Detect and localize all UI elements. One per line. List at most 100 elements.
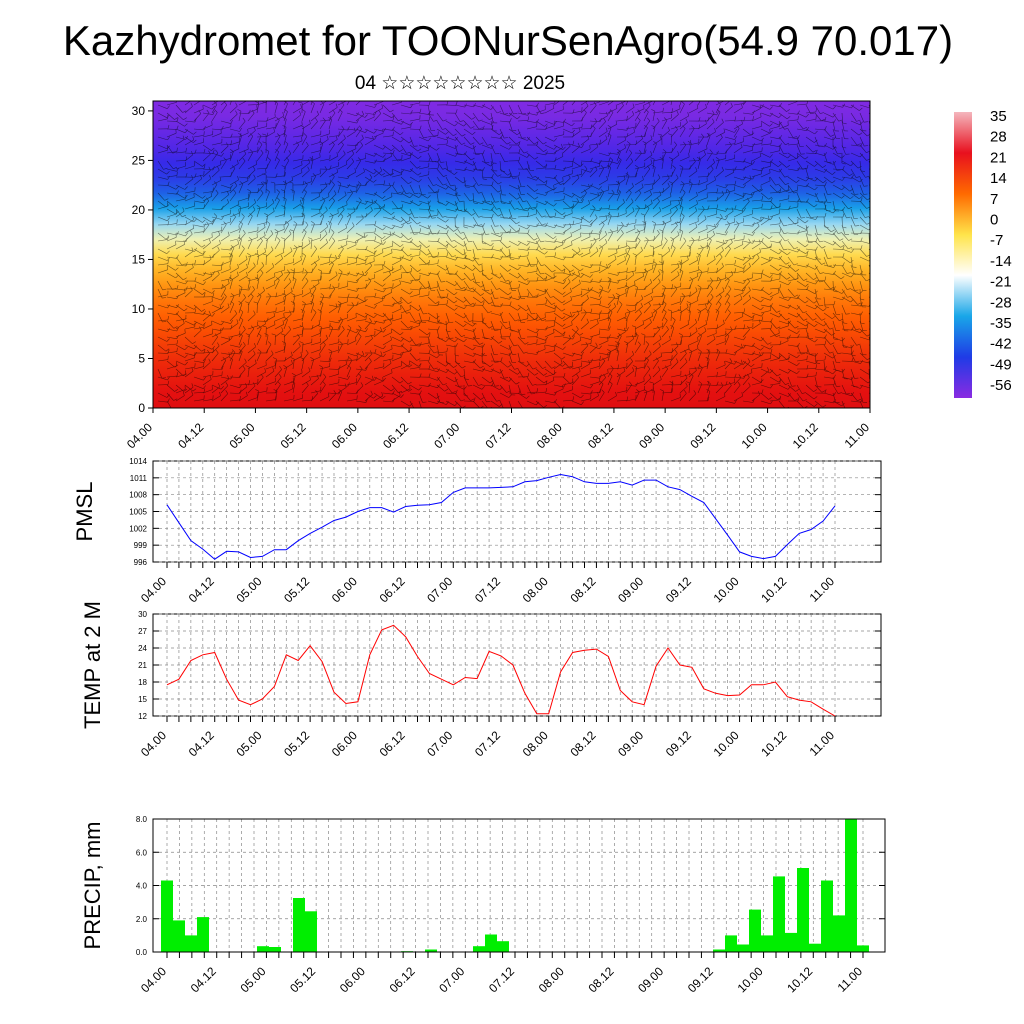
wind-barb xyxy=(643,353,652,362)
wind-barb-flag xyxy=(578,367,581,372)
wind-barb xyxy=(463,152,472,161)
wind-barb-flag xyxy=(478,224,483,226)
wind-barb xyxy=(436,200,447,206)
wind-barb-flag xyxy=(358,197,362,201)
wind-barb xyxy=(409,336,417,346)
wind-barb-flag xyxy=(166,338,170,342)
wind-barb xyxy=(697,330,707,338)
wind-barb-flag xyxy=(518,227,520,232)
wind-barb xyxy=(499,224,507,233)
wind-barb-flag xyxy=(644,204,647,209)
wind-barb xyxy=(211,328,222,332)
wind-barb-flag xyxy=(226,198,230,203)
wind-barb xyxy=(292,135,303,138)
wind-barb-flag xyxy=(470,398,475,401)
wind-barb xyxy=(544,208,551,218)
wind-barb xyxy=(175,198,186,202)
wind-barb xyxy=(643,162,653,170)
wind-barb-flag xyxy=(203,385,206,389)
wind-barb-flag xyxy=(670,93,674,95)
wind-barb xyxy=(652,360,659,370)
wind-barb-flag xyxy=(686,309,691,312)
wind-barb xyxy=(391,184,398,194)
wind-barb xyxy=(625,210,635,218)
wind-barb xyxy=(391,224,402,229)
wind-barb-flag xyxy=(636,205,640,209)
wind-barb xyxy=(301,327,304,338)
wind-barb xyxy=(184,216,194,223)
wind-barb xyxy=(598,280,610,283)
wind-barb-flag xyxy=(184,186,188,190)
wind-barb-flag xyxy=(374,152,377,157)
wind-barb-flag xyxy=(365,272,368,276)
wind-barb xyxy=(652,306,661,314)
wind-barb xyxy=(688,183,693,194)
wind-barb-flag xyxy=(593,101,597,106)
wind-barb-flag xyxy=(590,339,592,344)
wind-barb-flag xyxy=(455,270,458,275)
wind-barb xyxy=(499,184,503,195)
wind-barb-flag xyxy=(440,297,445,299)
wind-barb xyxy=(706,296,714,306)
wind-barb xyxy=(427,224,433,235)
wind-barb xyxy=(184,190,195,194)
wind-barb-flag xyxy=(551,366,556,369)
wind-barb-flag xyxy=(320,275,322,280)
wind-barb-flag xyxy=(608,204,611,209)
wind-barb xyxy=(688,108,699,114)
wind-barb xyxy=(319,215,325,226)
wind-barb xyxy=(616,271,627,274)
wind-barb xyxy=(652,121,660,130)
wind-barb xyxy=(400,350,411,354)
wind-barb xyxy=(229,151,234,162)
wind-barb xyxy=(598,377,606,386)
wind-barb xyxy=(670,125,681,130)
wind-barb xyxy=(238,197,249,202)
wind-barb xyxy=(229,192,237,202)
wind-barb xyxy=(220,269,231,274)
wind-barb xyxy=(724,376,736,378)
wind-barb xyxy=(589,296,600,301)
wind-barb-flag xyxy=(284,101,288,104)
wind-barb-flag xyxy=(572,335,575,340)
wind-barb-flag xyxy=(391,344,393,350)
wind-barb-flag xyxy=(247,128,249,134)
wind-barb xyxy=(706,271,717,274)
wind-barb-flag xyxy=(225,382,229,386)
wind-barb xyxy=(652,233,660,242)
wind-barb-flag xyxy=(266,189,270,192)
wind-barb-flag xyxy=(473,302,476,307)
wind-barb-flag xyxy=(752,115,754,121)
wind-barb-flag xyxy=(309,157,314,160)
wind-barb-flag xyxy=(221,215,224,220)
wind-barb xyxy=(175,288,186,291)
wind-barb-flag xyxy=(419,228,421,233)
wind-barb xyxy=(706,328,718,330)
wind-barb xyxy=(319,376,327,386)
wind-barb xyxy=(184,357,195,362)
wind-barb-flag xyxy=(714,176,716,181)
wind-barb xyxy=(517,280,528,285)
wind-barb-flag xyxy=(374,220,377,225)
wind-barb xyxy=(679,296,686,306)
wind-barb xyxy=(202,124,213,130)
wind-barb xyxy=(454,160,465,164)
wind-barb xyxy=(625,384,632,394)
wind-barb xyxy=(391,208,403,210)
wind-barb-flag xyxy=(651,295,653,300)
wind-barb xyxy=(373,200,382,208)
wind-barb xyxy=(166,384,175,392)
wind-barb xyxy=(625,247,636,250)
wind-barb-flag xyxy=(383,328,386,333)
wind-barb-flag xyxy=(572,157,575,162)
wind-barb-flag xyxy=(191,150,194,155)
wind-barb xyxy=(418,400,422,408)
wind-barb xyxy=(742,134,753,138)
wind-barb-flag xyxy=(517,266,521,271)
wind-barb-flag xyxy=(174,117,179,120)
wind-barb xyxy=(247,130,256,138)
wind-barb-flag xyxy=(252,206,256,210)
wind-barb-flag xyxy=(203,349,206,354)
wind-barb-flag xyxy=(185,286,188,291)
wind-barb xyxy=(562,336,573,340)
